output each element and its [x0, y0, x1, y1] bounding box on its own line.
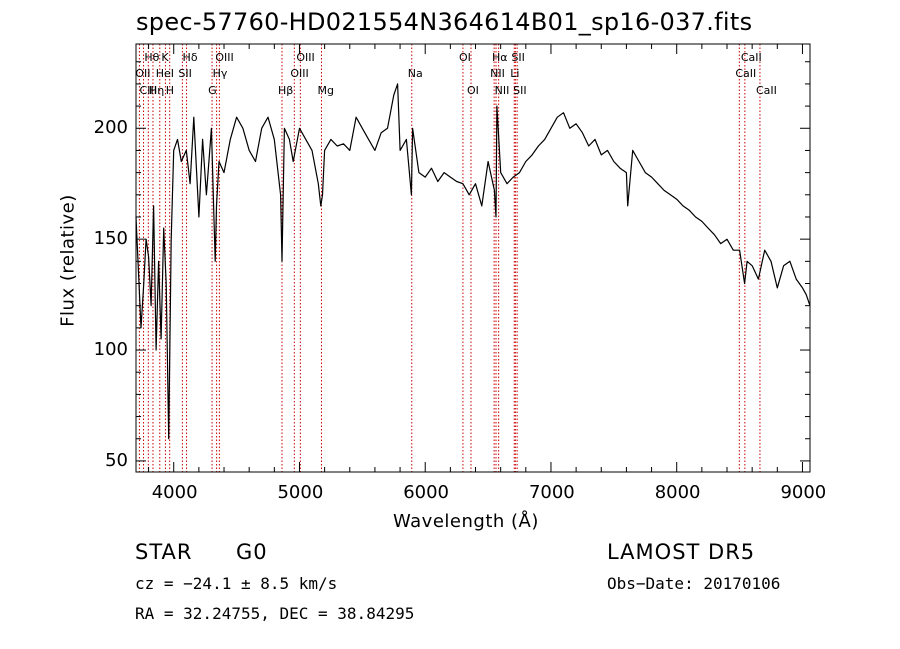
line-annotation: HeI — [155, 67, 175, 80]
line-annotation: Hβ — [277, 84, 294, 97]
line-annotation: Hγ — [212, 67, 228, 80]
line-annotation: OIII — [215, 51, 234, 64]
line-annotation: G — [208, 84, 217, 97]
object-subclass: G0 — [236, 540, 268, 564]
line-annotation: Hη — [148, 84, 165, 97]
line-annotation: Hθ — [144, 51, 160, 64]
x-ticks — [148, 44, 803, 472]
line-annotation: H — [165, 84, 174, 97]
x-tick-label: 9000 — [780, 482, 827, 503]
x-tick-label: 6000 — [403, 482, 450, 503]
line-markers — [138, 44, 761, 472]
line-annotation: OI — [458, 51, 471, 64]
line-annotation: OIII — [296, 51, 315, 64]
line-annotation: OIII — [290, 67, 309, 80]
obs-date: Obs−Date: 20170106 — [607, 574, 781, 593]
coordinates: RA = 32.24755, DEC = 38.84295 — [135, 604, 415, 623]
line-annotation: K — [161, 51, 169, 64]
line-annotation: Na — [407, 67, 423, 80]
x-tick-label: 5000 — [277, 482, 324, 503]
line-annotation: Hδ — [182, 51, 198, 64]
y-tick-label: 200 — [93, 117, 128, 139]
y-tick-label: 50 — [105, 449, 128, 471]
line-annotation: CaII — [740, 51, 762, 64]
x-tick-label: 8000 — [654, 482, 701, 503]
object-class: STAR — [135, 540, 193, 564]
y-ticks — [136, 61, 810, 462]
y-tick-label: 150 — [93, 228, 128, 250]
line-annotation: Mg — [317, 84, 334, 97]
line-annotation: CaII — [755, 84, 777, 97]
line-annotation: SII — [178, 67, 192, 80]
y-axis-label: Flux (relative) — [57, 194, 79, 327]
x-tick-label: 7000 — [528, 482, 575, 503]
x-tick-label: 4000 — [151, 482, 198, 503]
line-annotation: NII — [490, 67, 505, 80]
line-annotation: NII — [494, 84, 510, 97]
line-annotation: Hα — [492, 51, 508, 64]
line-annotation: SII — [513, 84, 527, 97]
line-annotation: OII — [135, 67, 151, 80]
line-annotation: CIII — [139, 84, 157, 97]
line-annotation: OI — [466, 84, 479, 97]
y-tick-label: 100 — [93, 339, 128, 361]
line-annotation: SII — [511, 51, 525, 64]
line-annotation: Li — [510, 67, 520, 80]
chart-title: spec-57760-HD021554N364614B01_sp16-037.f… — [136, 8, 753, 36]
spectrum-line — [135, 83, 811, 440]
survey-name: LAMOST DR5 — [607, 540, 756, 564]
plot-frame — [135, 43, 811, 473]
velocity-readout: cz = −24.1 ± 8.5 km/s — [135, 574, 338, 593]
line-annotation: CaII — [735, 67, 757, 80]
x-axis-label: Wavelength (Å) — [393, 511, 539, 532]
